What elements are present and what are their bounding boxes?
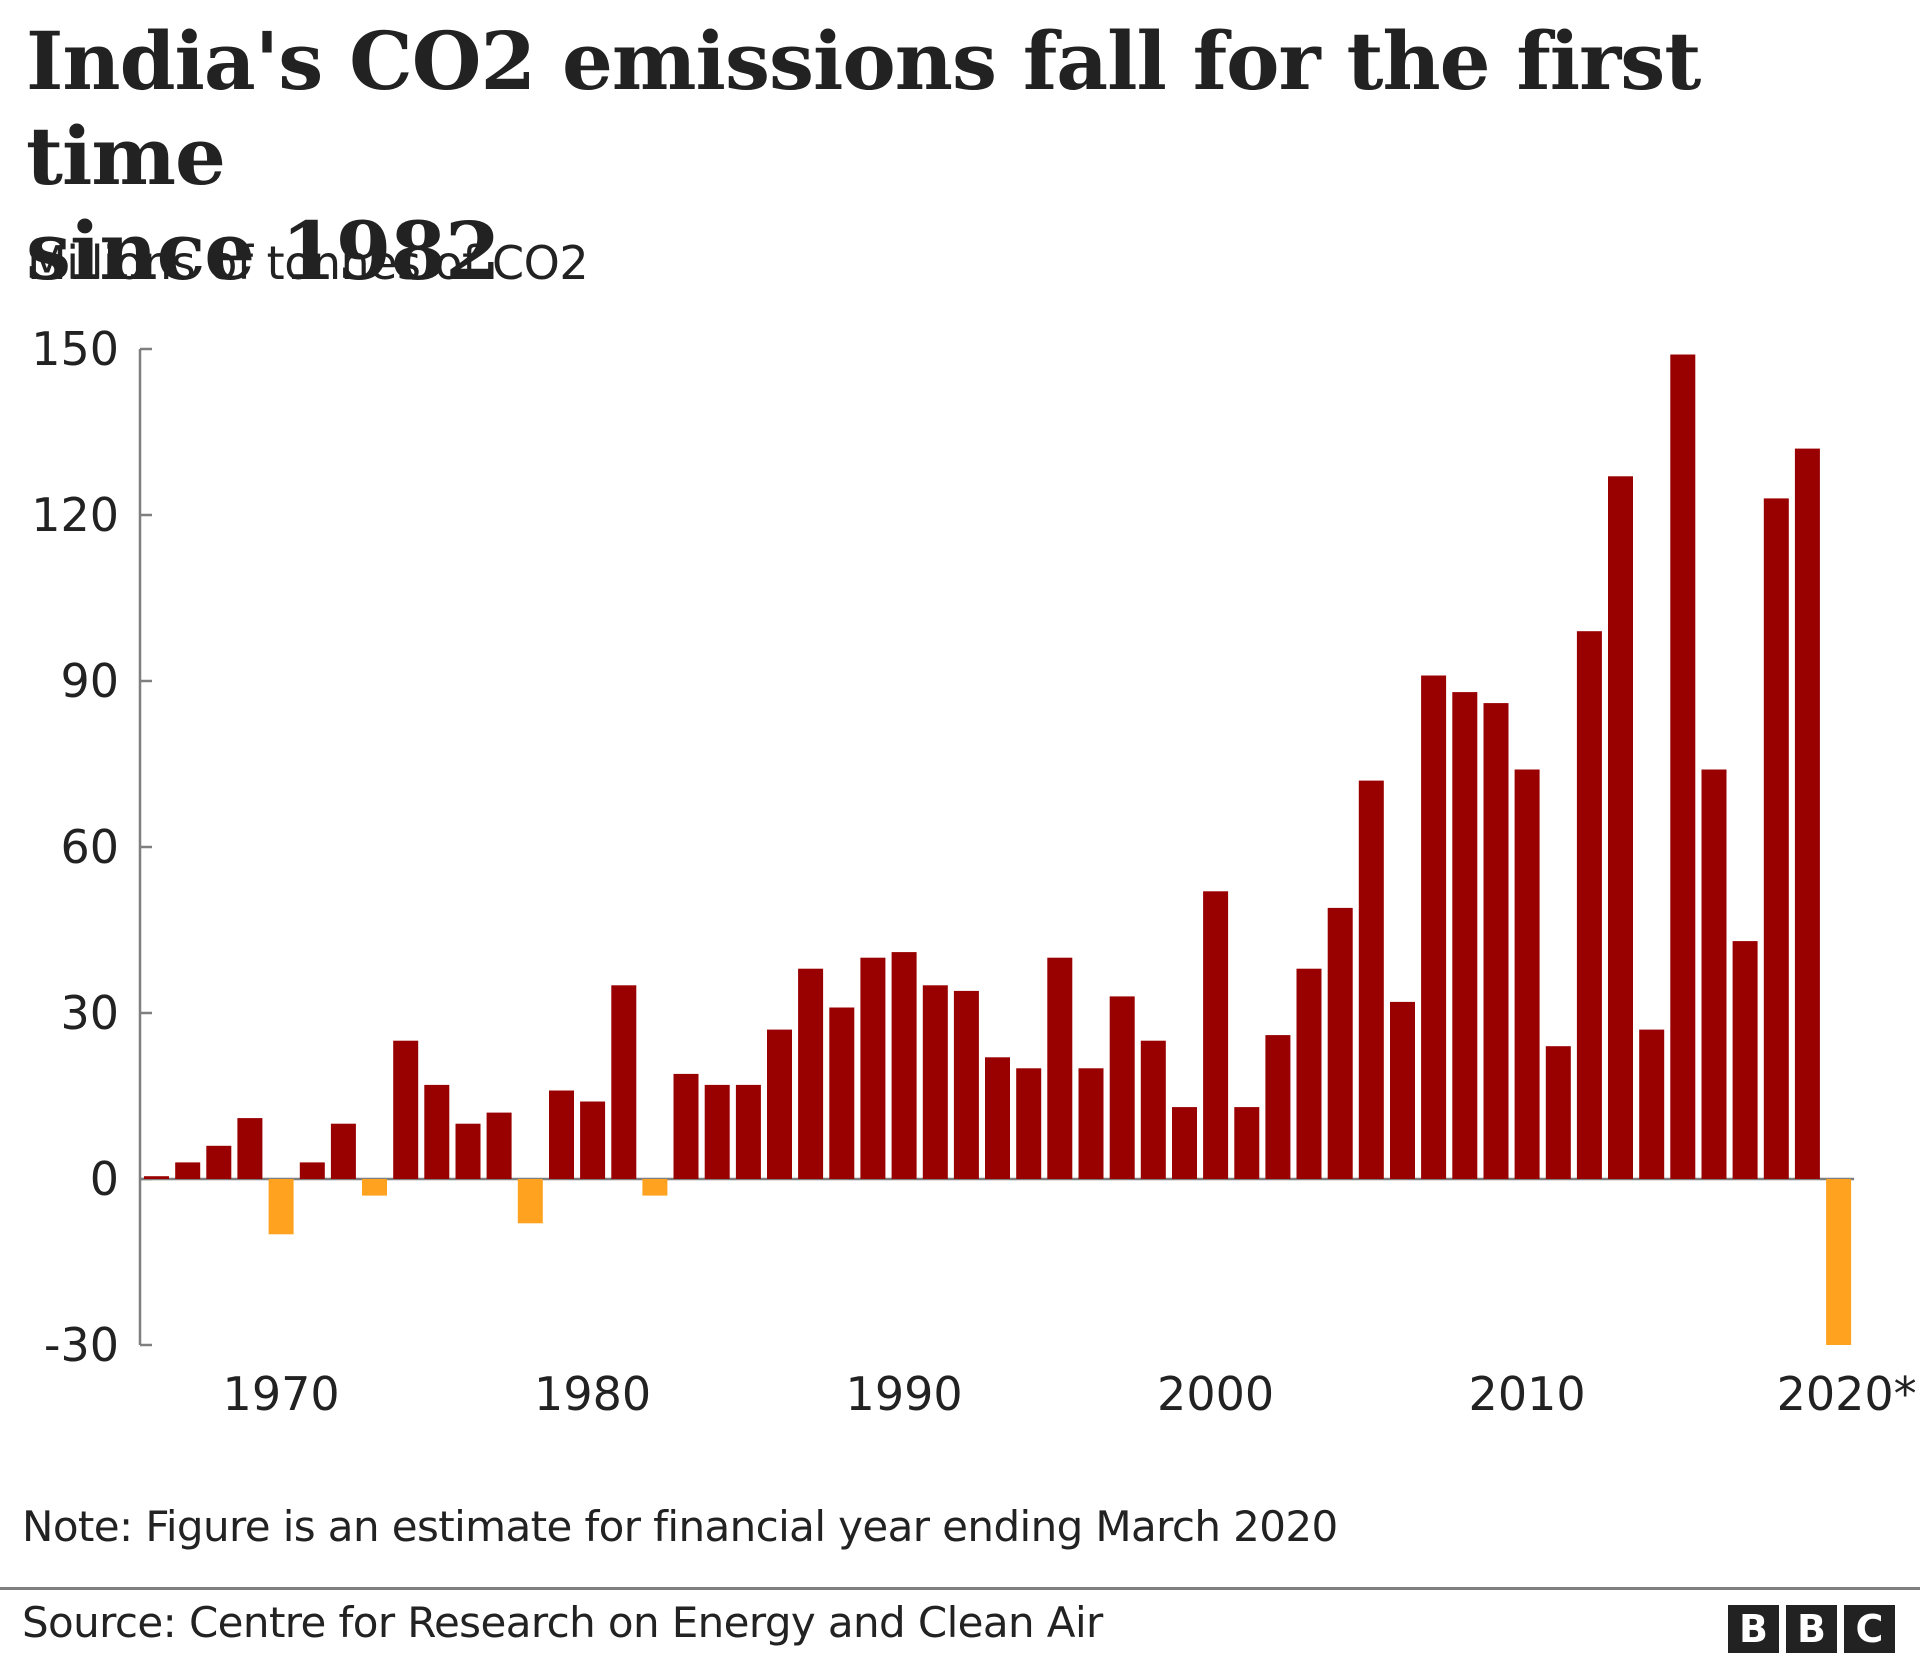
bar-1977 — [486, 1112, 512, 1179]
y-tick-label: 0 — [90, 1152, 119, 1206]
chart-title-line-2: since 1982 — [26, 204, 501, 298]
bar-1990 — [891, 952, 917, 1179]
bar-1967 — [175, 1162, 201, 1179]
bar-1986 — [767, 1029, 792, 1179]
bar-1992 — [953, 990, 979, 1179]
bar-2019 — [1794, 448, 1820, 1180]
bar-2018 — [1763, 498, 1789, 1179]
bbc-logo-letter: B — [1786, 1605, 1837, 1653]
bars-group — [144, 354, 1852, 1345]
bar-1975 — [424, 1084, 450, 1179]
bar-1987 — [798, 968, 824, 1179]
x-tick-label: 2010 — [1469, 1367, 1586, 1421]
bar-1993 — [985, 1057, 1010, 1179]
y-tick-label: 60 — [60, 820, 119, 874]
x-tick-label: 1970 — [223, 1367, 340, 1421]
bar-2016 — [1701, 769, 1727, 1179]
bar-1980 — [580, 1101, 606, 1179]
chart-title-line-1: India's CO2 emissions fall for the first… — [26, 14, 1701, 203]
x-tick-label: 2020* — [1777, 1367, 1917, 1421]
y-tick-label: 150 — [31, 322, 119, 376]
bar-1985 — [735, 1084, 761, 1179]
bar-2000 — [1203, 891, 1229, 1179]
bar-2009 — [1483, 703, 1509, 1179]
bar-1970 — [268, 1179, 294, 1235]
bar-1978 — [517, 1179, 543, 1224]
bar-1996 — [1078, 1068, 1104, 1179]
x-tick-label: 2000 — [1157, 1367, 1274, 1421]
bar-1997 — [1109, 996, 1135, 1179]
bar-2007 — [1421, 675, 1447, 1179]
bar-1984 — [704, 1084, 730, 1179]
bar-2012 — [1576, 631, 1602, 1179]
y-tick-label: 120 — [31, 488, 119, 542]
bar-1995 — [1047, 957, 1073, 1179]
bar-1998 — [1140, 1040, 1166, 1179]
bbc-logo: B B C — [1728, 1605, 1895, 1653]
chart-note: Note: Figure is an estimate for financia… — [22, 1502, 1338, 1551]
bar-1989 — [860, 957, 886, 1179]
bar-2010 — [1514, 769, 1540, 1179]
y-tick-label: -30 — [44, 1318, 119, 1372]
bar-2002 — [1265, 1035, 1291, 1179]
bar-2011 — [1545, 1046, 1571, 1179]
bar-1973 — [362, 1179, 387, 1196]
x-tick-label: 1990 — [846, 1367, 963, 1421]
bbc-logo-letter: B — [1728, 1605, 1779, 1653]
bar-1976 — [455, 1123, 481, 1179]
bar-1982 — [642, 1179, 668, 1196]
bar-2013 — [1608, 476, 1633, 1179]
bar-1968 — [206, 1145, 232, 1179]
bar-2014 — [1639, 1029, 1665, 1179]
bar-1994 — [1016, 1068, 1042, 1179]
bar-2005 — [1358, 780, 1384, 1179]
bar-2006 — [1390, 1001, 1415, 1179]
bar-2008 — [1452, 692, 1478, 1179]
bar-2004 — [1327, 907, 1353, 1179]
bar-1969 — [237, 1118, 263, 1179]
bar-1979 — [549, 1090, 574, 1179]
bar-2001 — [1234, 1107, 1260, 1179]
bar-1983 — [673, 1073, 699, 1179]
bar-2015 — [1670, 354, 1696, 1179]
chart-source: Source: Centre for Research on Energy an… — [22, 1598, 1103, 1647]
bar-1988 — [829, 1007, 855, 1179]
bar-1971 — [299, 1162, 325, 1179]
bar-2020 — [1826, 1179, 1852, 1345]
bar-1974 — [393, 1040, 419, 1179]
bar-1972 — [330, 1123, 356, 1179]
chart-subtitle: Millions of tonnes of CO2 — [27, 236, 589, 290]
chart-title: India's CO2 emissions fall for the first… — [26, 14, 1906, 299]
y-tick-label: 30 — [60, 986, 119, 1040]
bar-1991 — [922, 985, 948, 1179]
y-tick-label: 90 — [60, 654, 119, 708]
bar-1981 — [611, 985, 637, 1179]
x-tick-label: 1980 — [534, 1367, 651, 1421]
bar-chart: 150 120 90 60 30 0 -30 1970 1980 1990 2000 2010 2020… — [31, 322, 1916, 1421]
bar-1999 — [1172, 1107, 1197, 1179]
bar-2003 — [1296, 968, 1322, 1179]
axes-group: 150 120 90 60 30 0 -30 1970 1980 1990 2000 2010 2020… — [31, 322, 1916, 1421]
footer-divider — [0, 1587, 1920, 1590]
bbc-logo-letter: C — [1844, 1605, 1895, 1653]
bar-2017 — [1732, 941, 1758, 1179]
bar-1966 — [144, 1176, 169, 1179]
